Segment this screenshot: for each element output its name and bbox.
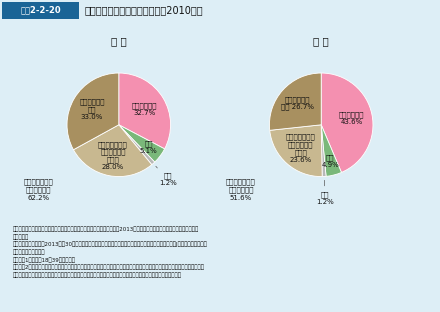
Wedge shape xyxy=(270,125,322,177)
Text: 交際相手あり
43.6%: 交際相手あり 43.6% xyxy=(339,112,364,125)
Text: 不け
4.9%: 不け 4.9% xyxy=(322,154,339,168)
Text: 交際相手あり
32.7%: 交際相手あり 32.7% xyxy=(132,102,157,116)
Wedge shape xyxy=(119,125,155,165)
Text: 不群
1.2%: 不群 1.2% xyxy=(156,166,176,187)
Wedge shape xyxy=(321,73,373,173)
Text: 交際をしている
異性はいない
51.6%: 交際をしている 異性はいない 51.6% xyxy=(226,178,256,201)
Wedge shape xyxy=(269,73,321,130)
Text: 交際をしている
異性はいない
62.2%: 交際をしている 異性はいない 62.2% xyxy=(24,178,53,201)
Wedge shape xyxy=(119,73,171,149)
Text: 女 性: 女 性 xyxy=(313,36,329,46)
Text: 交際を望んで
いる 26.7%: 交際を望んで いる 26.7% xyxy=(281,96,314,110)
Text: 不群
1.2%: 不群 1.2% xyxy=(316,180,334,205)
Text: 男 性: 男 性 xyxy=(111,36,127,46)
Text: 交際を望んで
いる
33.0%: 交際を望んで いる 33.0% xyxy=(79,98,105,119)
Text: 資料：国立社会保障・人口問題研究所「出生動向基本調査」および課田（2013）より厚生労働省設策統括官付政策評価官室
　　　作成
引用文献：課田健司（2013）「: 資料：国立社会保障・人口問題研究所「出生動向基本調査」および課田（2013）より… xyxy=(13,227,208,278)
Text: 未婚者の異性との交際の状況（2010年）: 未婚者の異性との交際の状況（2010年） xyxy=(84,5,203,15)
Text: 不け
5.1%: 不け 5.1% xyxy=(140,140,158,154)
Wedge shape xyxy=(321,125,341,176)
Wedge shape xyxy=(67,73,119,150)
Text: 図表2-2-20: 図表2-2-20 xyxy=(20,5,61,14)
FancyBboxPatch shape xyxy=(2,2,79,19)
Text: とくに異性との
交際を望んで
いない
23.6%: とくに異性との 交際を望んで いない 23.6% xyxy=(286,134,315,163)
Text: とくに異性との
交際を望んで
いない
28.0%: とくに異性との 交際を望んで いない 28.0% xyxy=(98,141,128,170)
Wedge shape xyxy=(73,125,152,177)
Wedge shape xyxy=(321,125,326,177)
Wedge shape xyxy=(119,125,165,162)
